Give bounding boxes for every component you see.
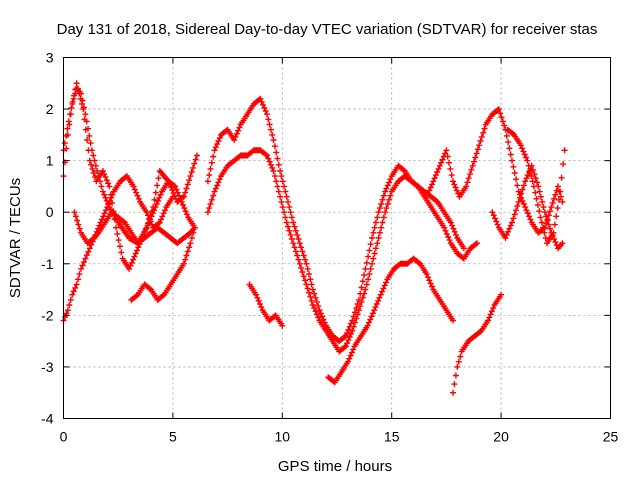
series-markers	[246, 281, 286, 329]
y-axis-label: SDTVAR / TECUs	[7, 178, 24, 298]
x-tick-label: 20	[493, 429, 509, 445]
series-markers	[204, 95, 467, 345]
y-tick-label: 2	[46, 101, 54, 117]
x-tick-label: 25	[603, 429, 619, 445]
series-markers	[504, 126, 568, 247]
series-markers	[71, 173, 176, 247]
y-tick-label: 1	[46, 153, 54, 169]
y-tick-label: 0	[46, 204, 54, 220]
series-markers	[128, 224, 198, 303]
y-tick-label: -2	[41, 307, 54, 323]
x-tick-label: 15	[384, 429, 400, 445]
chart-title: Day 131 of 2018, Sidereal Day-to-day VTE…	[57, 21, 598, 38]
series-markers	[204, 147, 480, 355]
x-tick-label: 5	[169, 429, 177, 445]
y-tick-label: -4	[41, 411, 54, 427]
plot-frame	[63, 57, 611, 419]
series-markers	[325, 255, 456, 386]
y-tick-label: -1	[41, 256, 54, 272]
axis-ticks: 0 5 10 15 20 25 -4 -3 -2 -1 0 1 2 3	[41, 50, 618, 445]
x-axis-label: GPS time / hours	[278, 458, 392, 475]
x-tick-label: 10	[275, 429, 291, 445]
series-markers	[450, 291, 505, 396]
y-tick-label: 3	[46, 50, 54, 66]
x-tick-label: 0	[60, 429, 68, 445]
y-tick-label: -3	[41, 359, 54, 375]
data-series	[60, 80, 568, 396]
